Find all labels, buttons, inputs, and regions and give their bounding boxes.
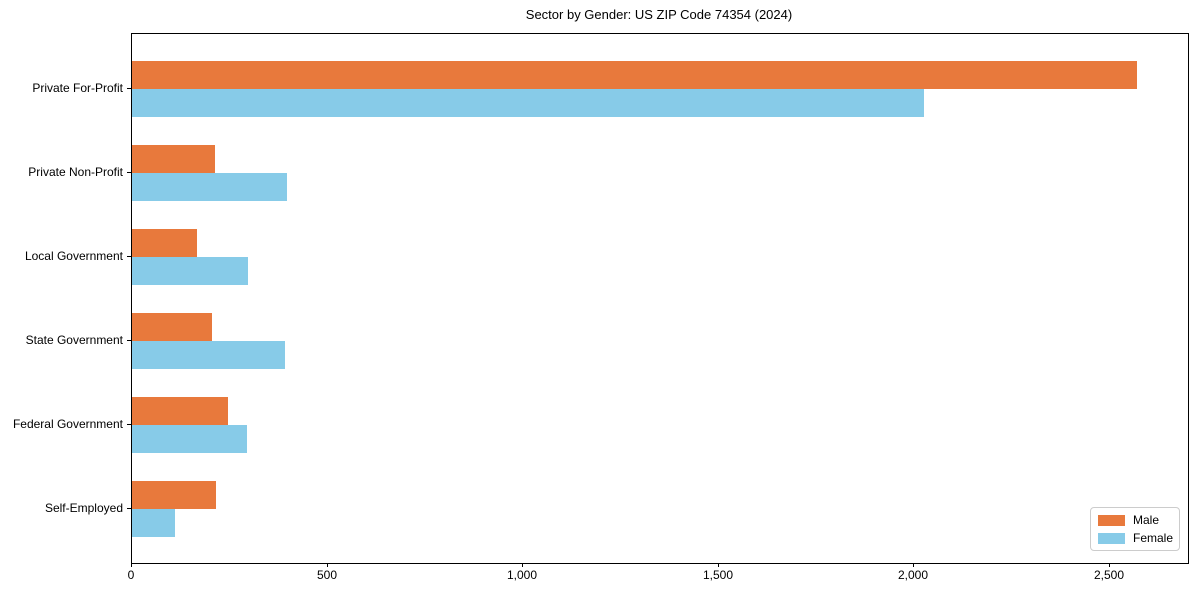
y-tick-label: Private For-Profit: [32, 81, 123, 95]
bar-male-2: [132, 145, 215, 173]
y-axis-tick: [127, 508, 131, 509]
legend: Male Female: [1090, 507, 1180, 551]
x-tick-label: 500: [316, 568, 338, 582]
bar-male-1: [132, 61, 1137, 89]
y-tick-label: Self-Employed: [44, 501, 123, 515]
x-tick-label: 1,000: [506, 568, 538, 582]
legend-item-male: Male: [1091, 513, 1179, 527]
y-axis-tick: [127, 340, 131, 341]
y-tick-label: Private Non-Profit: [28, 165, 123, 179]
y-axis-tick: [127, 172, 131, 173]
x-axis-tick: [1109, 563, 1110, 567]
chart-title: Sector by Gender: US ZIP Code 74354 (202…: [525, 7, 793, 22]
x-tick-label: 0: [127, 568, 135, 582]
legend-item-female: Female: [1091, 531, 1179, 545]
plot-area: [131, 33, 1189, 564]
legend-label-female: Female: [1133, 531, 1174, 545]
y-tick-label: State Government: [25, 333, 123, 347]
bar-female-5: [132, 425, 247, 453]
x-axis-tick: [131, 563, 132, 567]
legend-label-male: Male: [1133, 513, 1160, 527]
bar-male-5: [132, 397, 228, 425]
bar-female-2: [132, 173, 287, 201]
x-tick-label: 2,500: [1093, 568, 1125, 582]
x-axis-tick: [718, 563, 719, 567]
y-tick-label: Federal Government: [12, 417, 123, 431]
bar-female-6: [132, 509, 175, 537]
y-axis-tick: [127, 256, 131, 257]
y-tick-label: Local Government: [24, 249, 123, 263]
y-axis-tick: [127, 424, 131, 425]
bar-male-6: [132, 481, 216, 509]
x-axis-tick: [327, 563, 328, 567]
bar-female-4: [132, 341, 285, 369]
x-tick-label: 2,000: [897, 568, 929, 582]
legend-swatch-female: [1098, 532, 1125, 544]
bar-female-1: [132, 89, 924, 117]
bar-male-4: [132, 313, 212, 341]
x-axis-tick: [522, 563, 523, 567]
bar-female-3: [132, 257, 248, 285]
y-axis-tick: [127, 88, 131, 89]
legend-swatch-male: [1098, 514, 1125, 526]
x-tick-label: 1,500: [702, 568, 734, 582]
bar-male-3: [132, 229, 197, 257]
x-axis-tick: [913, 563, 914, 567]
